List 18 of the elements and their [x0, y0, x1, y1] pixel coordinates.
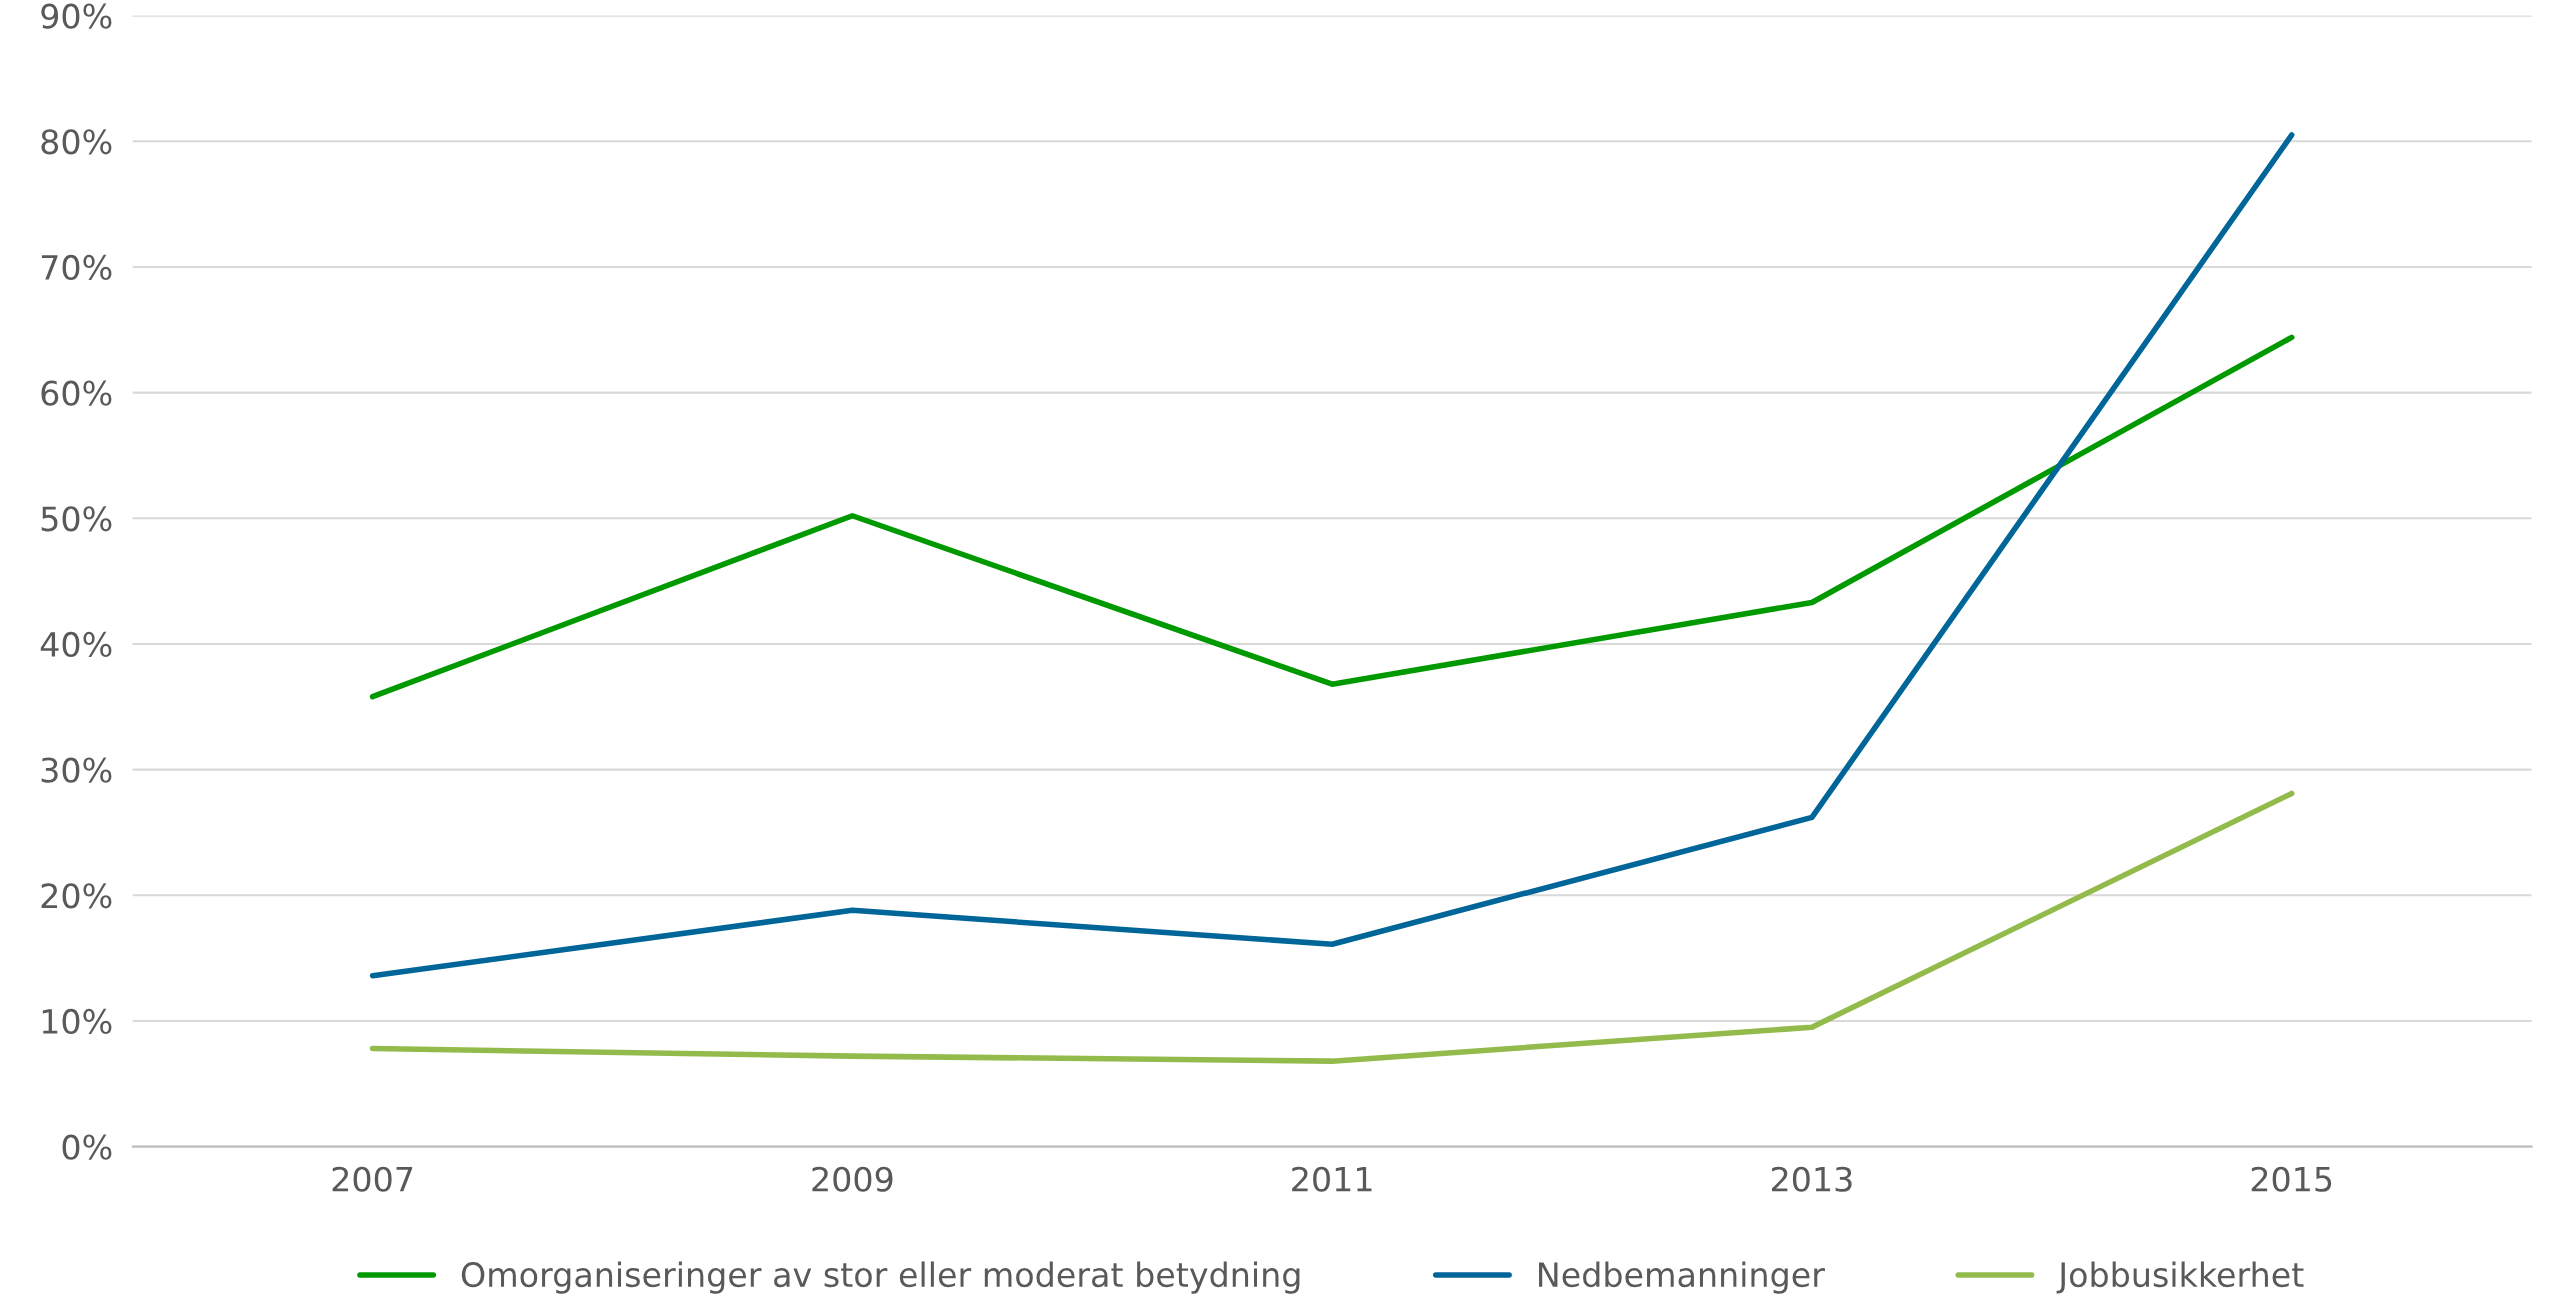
y-tick-label: 90% — [41, 3, 112, 29]
x-tick-label: 2007 — [332, 1166, 413, 1192]
x-tick-label: 2009 — [812, 1166, 893, 1192]
y-tick-label: 10% — [42, 1008, 112, 1035]
legend-label: Nedbemanninger — [1539, 1261, 1825, 1294]
y-tick-label: 40% — [40, 631, 112, 658]
x-tick-label: 2013 — [1771, 1166, 1852, 1192]
x-tick-label: 2011 — [1292, 1166, 1372, 1192]
y-tick-label: 20% — [41, 883, 112, 909]
y-tick-label: 60% — [41, 380, 112, 406]
y-tick-label: 30% — [41, 757, 112, 783]
legend-label: Omorganiseringer av stor eller moderat betydning — [461, 1261, 1300, 1294]
legend-label: Jobbusikkerhet — [2056, 1261, 2304, 1294]
y-tick-label: 80% — [41, 129, 112, 155]
y-tick-label: 0% — [62, 1134, 112, 1160]
y-tick-label: 70% — [41, 254, 112, 281]
y-tick-label: 50% — [41, 506, 112, 532]
x-tick-label: 2015 — [2251, 1166, 2332, 1192]
